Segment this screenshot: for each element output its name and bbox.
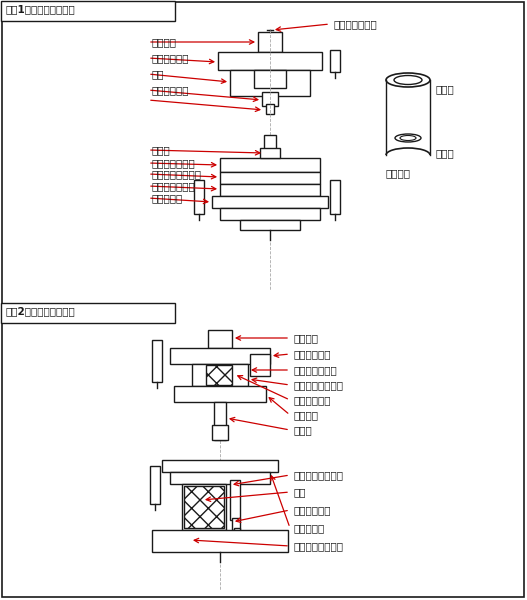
Bar <box>208 330 232 348</box>
Text: パンチ: パンチ <box>294 425 313 435</box>
Bar <box>220 158 320 172</box>
Bar <box>266 104 274 114</box>
Bar <box>170 472 270 484</box>
Bar <box>182 484 226 530</box>
Bar <box>212 196 328 208</box>
Bar <box>260 148 280 158</box>
Text: 【図1】上向き絞り構造: 【図1】上向き絞り構造 <box>5 4 75 14</box>
Bar <box>218 52 322 70</box>
Bar <box>212 425 228 440</box>
Bar <box>330 50 340 72</box>
Bar <box>234 528 240 536</box>
Text: シャンク: シャンク <box>294 333 319 343</box>
Text: 加工内容: 加工内容 <box>386 168 411 178</box>
Text: ノックアウト: ノックアウト <box>294 505 331 515</box>
Text: 加工前: 加工前 <box>436 84 455 94</box>
Bar <box>192 364 248 386</box>
Text: 位置決めプレート: 位置決めプレート <box>294 470 344 480</box>
Text: ダイ: ダイ <box>294 487 307 497</box>
Bar <box>206 365 232 385</box>
Bar <box>214 402 226 440</box>
Bar <box>330 180 340 214</box>
Bar <box>170 348 270 364</box>
Text: ストリッパボルト: ストリッパボルト <box>294 380 344 390</box>
Text: しわ押えばね: しわ押えばね <box>294 395 331 405</box>
Bar <box>220 208 320 220</box>
Text: パンチホルダ: パンチホルダ <box>294 349 331 359</box>
Text: ストリッパボルト: ストリッパボルト <box>152 169 202 179</box>
Text: パンチプレート: パンチプレート <box>152 181 196 191</box>
Bar <box>232 518 240 530</box>
Bar <box>240 220 300 230</box>
Bar <box>150 466 160 504</box>
Text: パンチ: パンチ <box>152 145 171 155</box>
Text: 加工後: 加工後 <box>436 148 455 158</box>
Bar <box>174 386 266 402</box>
Bar <box>220 172 320 184</box>
Bar <box>250 354 270 376</box>
Bar <box>262 92 278 106</box>
Text: ダイ: ダイ <box>152 69 164 79</box>
Bar <box>184 486 224 528</box>
Text: ノックアウトばね: ノックアウトばね <box>294 541 344 551</box>
Text: パンチホルダ: パンチホルダ <box>152 53 190 63</box>
Text: しわ押え: しわ押え <box>294 410 319 420</box>
Text: ノックアウト: ノックアウト <box>152 85 190 95</box>
Text: 【図2】下向き絞り構造: 【図2】下向き絞り構造 <box>5 306 75 316</box>
FancyBboxPatch shape <box>1 303 175 323</box>
Bar <box>152 340 162 382</box>
Text: ノックアウト棒: ノックアウト棒 <box>334 19 378 29</box>
Bar <box>220 184 320 196</box>
Bar <box>162 460 278 472</box>
Text: ブランクホルダ: ブランクホルダ <box>152 158 196 168</box>
Bar <box>194 180 204 214</box>
Bar <box>254 70 286 88</box>
Bar <box>264 135 276 190</box>
Text: シャンク: シャンク <box>152 37 177 47</box>
Text: ダイホルダ: ダイホルダ <box>152 193 183 203</box>
Bar <box>230 480 240 520</box>
Bar <box>230 70 310 96</box>
Bar <box>152 530 288 552</box>
FancyBboxPatch shape <box>1 1 175 21</box>
Text: ダイホルダ: ダイホルダ <box>294 523 325 533</box>
Bar <box>258 32 282 52</box>
Text: パンチプレート: パンチプレート <box>294 365 338 375</box>
